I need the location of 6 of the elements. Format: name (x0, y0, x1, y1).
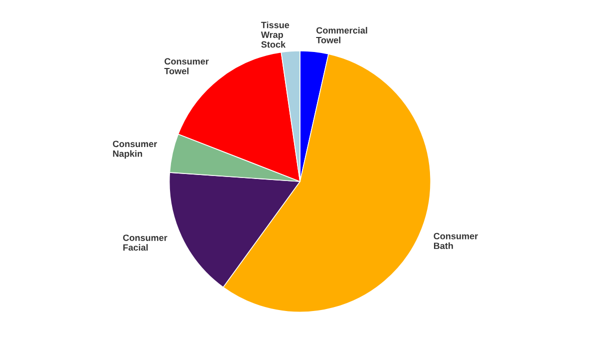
slice-label: Consumer Napkin (112, 140, 158, 159)
slice-label: Commercial Towel (316, 26, 368, 44)
slice-label: Tissue Wrap Stock (261, 22, 290, 48)
slice-label: Consumer Towel (164, 58, 209, 74)
slice-label: Consumer Facial (123, 234, 168, 251)
slice-label: Consumer Bath (434, 232, 478, 250)
